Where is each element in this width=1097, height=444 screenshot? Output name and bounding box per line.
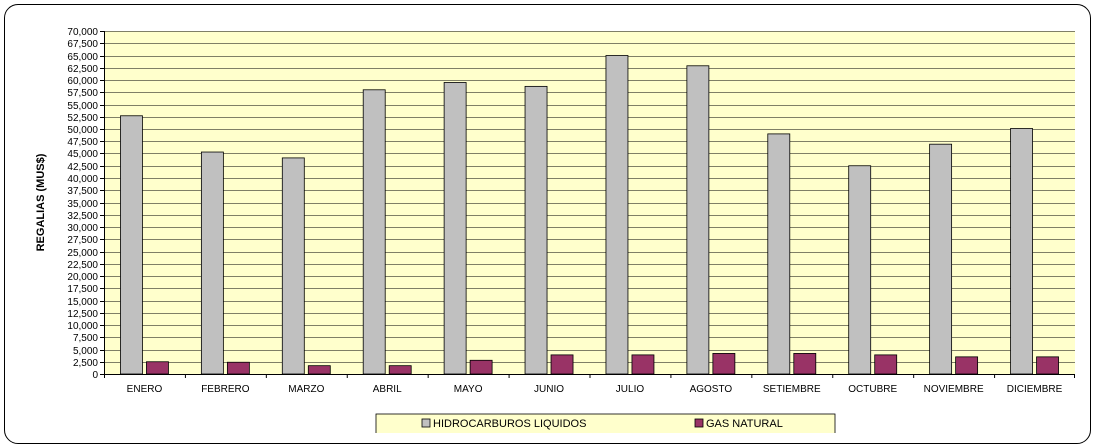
x-tick-label: OCTUBRE xyxy=(848,384,897,395)
y-tick-label: 37,500 xyxy=(67,186,98,197)
y-tick-label: 30,000 xyxy=(67,223,98,234)
y-axis-label: REGALIAS (MUS$) xyxy=(35,153,47,251)
y-tick-label: 7,500 xyxy=(73,333,98,344)
bar-hidrocarburos-febrero xyxy=(200,151,224,375)
bar-gas-enero xyxy=(146,361,169,375)
y-tick-label: 52,500 xyxy=(67,113,98,124)
bar-hidrocarburos-octubre xyxy=(848,165,872,375)
bar-gas-junio xyxy=(550,354,574,375)
bar-hidrocarburos-junio xyxy=(524,85,548,375)
bar-gas-setiembre xyxy=(793,353,817,375)
y-tick-label: 20,000 xyxy=(67,272,98,283)
bar-hidrocarburos-noviembre xyxy=(929,143,953,375)
bar-gas-mayo xyxy=(469,359,493,375)
bar-hidrocarburos-diciembre xyxy=(1010,128,1033,375)
y-tick-label: 45,000 xyxy=(67,149,98,160)
y-tick-label: 15,000 xyxy=(67,297,98,308)
y-tick-label: 5,000 xyxy=(73,346,98,357)
gridlines xyxy=(104,31,1075,363)
y-tick-label: 57,500 xyxy=(67,88,98,99)
legend-label: GAS NATURAL xyxy=(706,418,783,430)
y-tick-label: 32,500 xyxy=(67,211,98,222)
y-tick-label: 62,500 xyxy=(67,64,98,75)
y-tick-label: 12,500 xyxy=(67,309,98,320)
x-tick-label: AGOSTO xyxy=(690,384,733,395)
bar-gas-octubre xyxy=(874,354,898,375)
bar-gas-agosto xyxy=(712,353,736,375)
legend: HIDROCARBUROS LIQUIDOS GAS NATURAL xyxy=(375,413,836,433)
x-tick-label: FEBRERO xyxy=(201,384,250,395)
x-tick-label: MARZO xyxy=(288,384,324,395)
y-tick-label: 10,000 xyxy=(67,321,98,332)
bar-hidrocarburos-mayo xyxy=(443,82,467,375)
bar-hidrocarburos-setiembre xyxy=(767,133,791,375)
x-tick-label: JUNIO xyxy=(534,384,564,395)
y-tick-label: 50,000 xyxy=(67,125,98,136)
y-tick-label: 70,000 xyxy=(67,27,98,38)
bar-gas-marzo xyxy=(307,365,331,375)
x-tick-label: MAYO xyxy=(454,384,483,395)
bar-hidrocarburos-marzo xyxy=(281,157,305,375)
bar-gas-febrero xyxy=(226,361,250,375)
bar-gas-diciembre xyxy=(1036,356,1059,375)
legend-box xyxy=(375,413,836,433)
bar-hidrocarburos-abril xyxy=(362,89,386,375)
y-tick-label: 35,000 xyxy=(67,199,98,210)
bar-hidrocarburos-julio xyxy=(605,55,629,375)
y-tick-label: 60,000 xyxy=(67,76,98,87)
y-tick-label: 2,500 xyxy=(73,358,98,369)
x-tick-label: DICIEMBRE xyxy=(1007,384,1063,395)
x-tick-label: SETIEMBRE xyxy=(763,384,821,395)
legend-swatch xyxy=(694,418,704,428)
x-tick-label: ABRIL xyxy=(373,384,402,395)
bar-gas-noviembre xyxy=(955,356,979,375)
y-tick-label: 27,500 xyxy=(67,235,98,246)
y-tick-label: 42,500 xyxy=(67,162,98,173)
y-tick-label: 0 xyxy=(92,370,98,381)
y-tick-label: 55,000 xyxy=(67,101,98,112)
bar-gas-julio xyxy=(631,354,655,375)
y-tick-label: 17,500 xyxy=(67,284,98,295)
legend-swatch xyxy=(421,418,431,428)
x-tick-label: ENERO xyxy=(127,384,163,395)
y-tick-label: 47,500 xyxy=(67,137,98,148)
y-tick-label: 25,000 xyxy=(67,248,98,259)
bar-gas-abril xyxy=(388,365,412,375)
y-tick-label: 22,500 xyxy=(67,260,98,271)
bars xyxy=(120,55,1059,375)
bar-hidrocarburos-enero xyxy=(120,115,143,375)
plot-area xyxy=(104,31,1075,374)
legend-label: HIDROCARBUROS LIQUIDOS xyxy=(433,418,586,430)
x-tick-label: NOVIEMBRE xyxy=(924,384,984,395)
y-tick-label: 65,000 xyxy=(67,52,98,63)
x-axis-ticks: ENERO FEBRERO MARZO ABRIL MAYO JUNIO JULIO AGOS… xyxy=(104,374,1075,395)
y-tick-label: 40,000 xyxy=(67,174,98,185)
x-tick-label: JULIO xyxy=(616,384,645,395)
y-tick-label: 67,500 xyxy=(67,39,98,50)
bar-hidrocarburos-agosto xyxy=(686,65,710,375)
